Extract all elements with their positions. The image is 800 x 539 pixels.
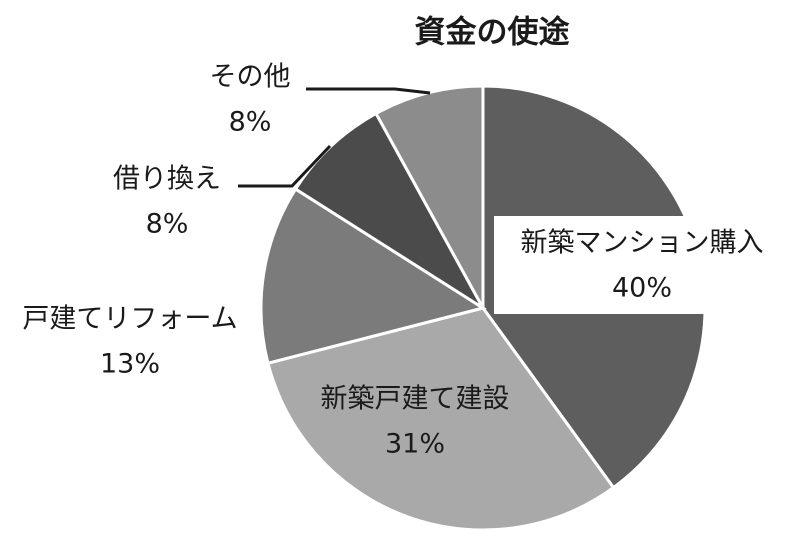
- pie-slice: [293, 111, 485, 310]
- value-label: 40%: [612, 273, 672, 304]
- category-label: 戸建てリフォーム: [22, 304, 237, 335]
- pie-slice: [259, 186, 487, 366]
- category-label: 新築マンション購入: [521, 228, 764, 259]
- pie: [259, 84, 707, 532]
- labels: 新築マンション購入 40% 新築戸建て建設 31% 戸建てリフォーム 13% 借り換え 8% そ…: [22, 62, 763, 460]
- chart-title: 資金の使途: [415, 15, 570, 51]
- value-label: 8%: [229, 107, 272, 138]
- label-background: [494, 216, 706, 314]
- category-label: その他: [210, 62, 291, 93]
- value-label: 13%: [100, 349, 160, 380]
- value-label: 8%: [146, 209, 189, 240]
- leader-line: [238, 144, 332, 188]
- leader-line: [306, 87, 431, 95]
- category-label: 借り換え: [113, 164, 221, 195]
- category-label: 新築戸建て建設: [321, 384, 510, 415]
- pie-slice: [266, 306, 616, 532]
- value-label: 31%: [385, 429, 445, 460]
